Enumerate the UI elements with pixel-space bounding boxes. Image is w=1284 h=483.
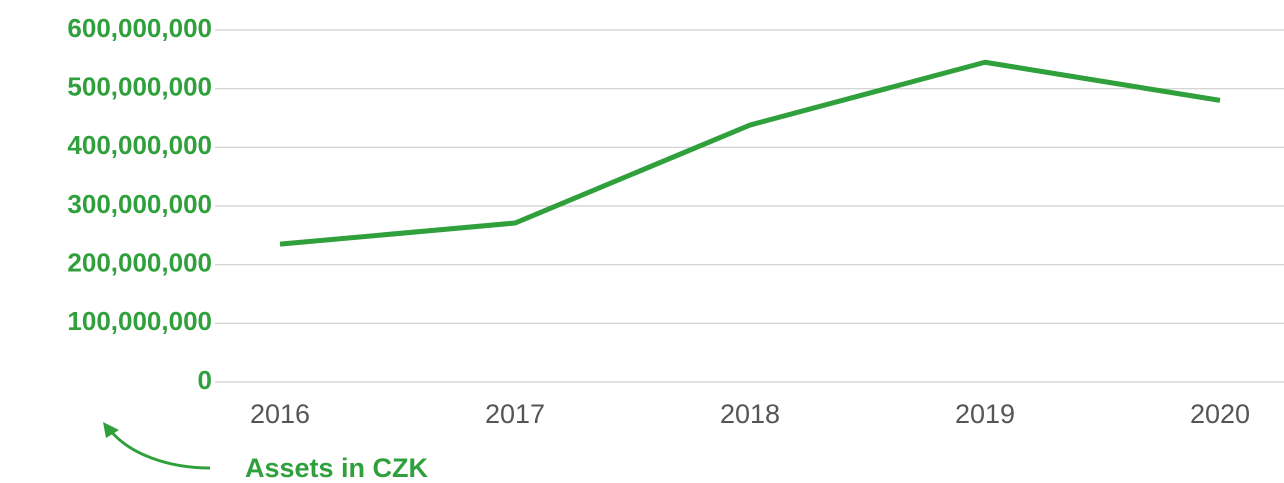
annotation-arrow [108,429,211,470]
y-tick-label: 300,000,000 [67,189,212,219]
y-tick-label: 600,000,000 [67,13,212,43]
annotation: Assets in CZK [245,453,429,483]
y-tick-label: 500,000,000 [67,72,212,102]
annotation-arrowhead [103,422,119,438]
x-tick-label: 2019 [955,399,1015,429]
x-tick-label: 2018 [720,399,780,429]
line [279,59,1221,247]
y-tick-label: 0 [198,365,212,395]
x-tick-label: 2017 [485,399,545,429]
x-tick-label: 2020 [1190,399,1250,429]
y-tick-label: 100,000,000 [67,306,212,336]
y-tick-label: 200,000,000 [67,248,212,278]
y-tick-label: 400,000,000 [67,130,212,160]
x-tick-label: 2016 [250,399,310,429]
